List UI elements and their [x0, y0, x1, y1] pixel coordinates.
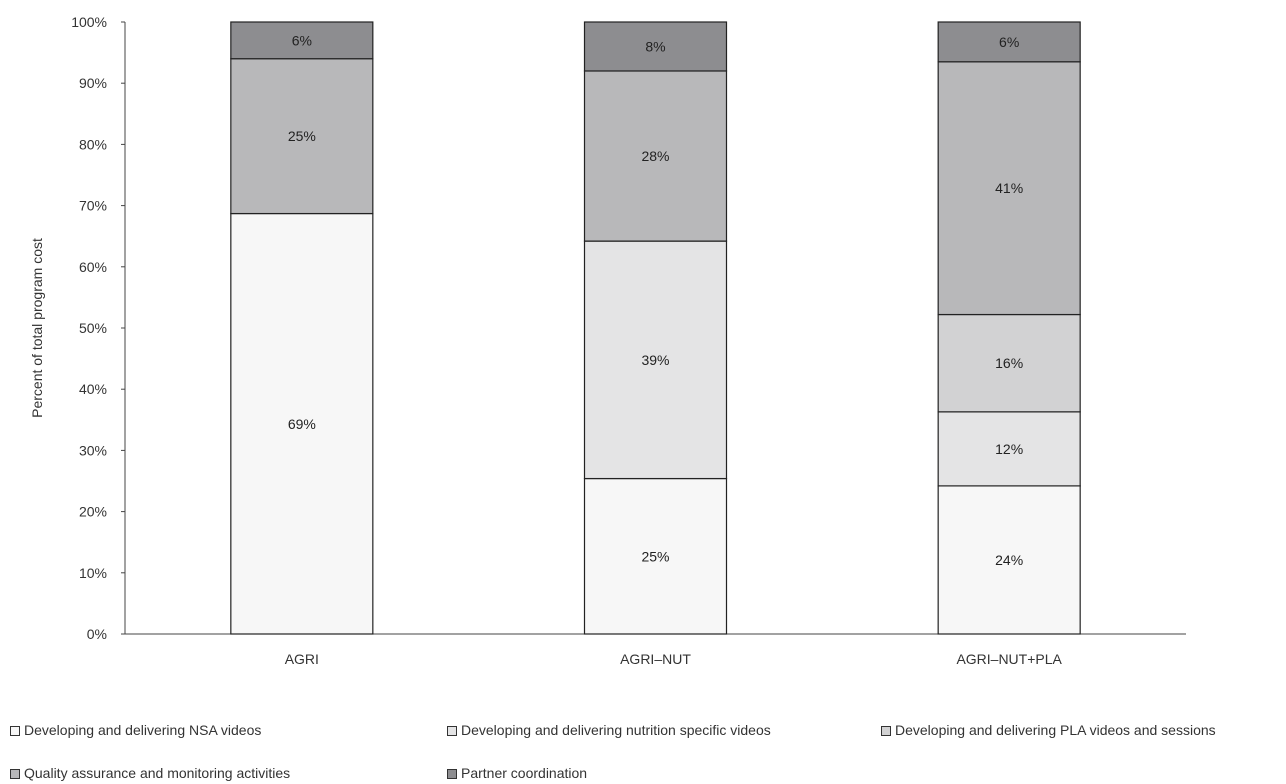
data-label: 28%	[641, 148, 669, 164]
bar-segment	[230, 21, 374, 60]
y-tick-label: 60%	[79, 259, 107, 275]
legend-swatch	[447, 769, 457, 779]
y-tick-label: 10%	[79, 565, 107, 581]
y-tick-label: 80%	[79, 136, 107, 152]
y-tick-label: 50%	[79, 320, 107, 336]
bar-segment	[937, 411, 1081, 487]
data-label: 6%	[999, 34, 1019, 50]
bar-segment	[937, 21, 1081, 63]
y-tick-label: 30%	[79, 442, 107, 458]
y-tick-label: 20%	[79, 504, 107, 520]
data-label: 8%	[645, 38, 665, 54]
legend-item-nutrition-videos: Developing and delivering nutrition spec…	[447, 722, 771, 738]
legend-item-pla-videos: Developing and delivering PLA videos and…	[881, 722, 1216, 738]
y-tick-label: 100%	[71, 14, 107, 30]
legend-label: Developing and delivering NSA videos	[24, 722, 262, 738]
bar-segment	[230, 212, 374, 635]
bar-segment	[937, 485, 1081, 635]
legend-label: Developing and delivering nutrition spec…	[461, 722, 771, 738]
data-label: 24%	[995, 552, 1023, 568]
legend-item-quality-assurance: Quality assurance and monitoring activit…	[10, 765, 290, 781]
legend-swatch	[881, 726, 891, 736]
y-tick-label: 90%	[79, 75, 107, 91]
data-label: 39%	[641, 352, 669, 368]
legend-label: Quality assurance and monitoring activit…	[24, 765, 291, 781]
bar-segment	[583, 240, 728, 480]
y-tick-label: 70%	[79, 198, 107, 214]
legend-label: Developing and delivering PLA videos and…	[895, 722, 1216, 738]
data-label: 69%	[288, 416, 316, 432]
legend-item-nsa-videos: Developing and delivering NSA videos	[10, 722, 261, 738]
data-label: 6%	[292, 32, 312, 48]
bar-segment	[583, 477, 728, 635]
data-label: 16%	[995, 355, 1023, 371]
data-label: 12%	[995, 441, 1023, 457]
y-tick-label: 0%	[87, 626, 107, 642]
data-label: 41%	[995, 180, 1023, 196]
data-label: 25%	[641, 548, 669, 564]
bar-segment	[583, 70, 728, 242]
y-axis-label: Percent of total program cost	[29, 238, 45, 418]
stacked-bar-chart: 0% 10% 20% 30% 40% 50% 60% 70% 80% 90% 100% Percent…	[29, 14, 1186, 667]
legend-swatch	[10, 726, 20, 736]
bar-segment	[230, 58, 374, 215]
y-tick-label: 40%	[79, 381, 107, 397]
data-label: 25%	[288, 128, 316, 144]
legend-label: Partner coordination	[461, 765, 588, 781]
legend-swatch	[447, 726, 457, 736]
x-tick-label: AGRI–NUT	[620, 651, 691, 667]
bar-segment	[583, 21, 728, 72]
legend-swatch	[10, 769, 20, 779]
x-tick-label: AGRI–NUT+PLA	[956, 651, 1062, 667]
x-tick-label: AGRI	[285, 651, 319, 667]
legend-item-partner-coordination: Partner coordination	[447, 765, 587, 781]
bar-segment	[937, 313, 1081, 413]
